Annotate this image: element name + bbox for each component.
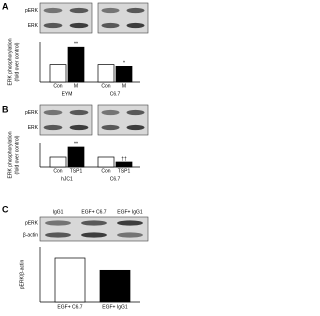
blot-row-label: β-actin: [23, 232, 38, 238]
annotation: *: [123, 61, 125, 67]
blot-band: [126, 22, 145, 29]
blot-band: [45, 232, 71, 238]
y-axis-label: ERK phosphorylation: [7, 38, 13, 85]
blot-band: [101, 109, 120, 116]
blot-band: [69, 22, 89, 29]
x-tick-label: TSP1: [70, 168, 83, 174]
blot-frame: [39, 104, 93, 136]
blot-band: [81, 220, 107, 226]
blot-band: [69, 124, 89, 131]
x-tick-label: M: [74, 83, 78, 89]
annotation: ††: [121, 156, 127, 162]
y-axis-label: ERK phosphorylation: [7, 131, 13, 178]
lane-label: EGF+ IgG1: [117, 209, 143, 215]
panel-label: B: [2, 104, 9, 114]
blot-frame: [97, 104, 149, 136]
blot-band: [101, 124, 120, 131]
blot-band: [126, 7, 145, 14]
bar: [49, 64, 67, 83]
bar: [54, 257, 86, 303]
bar: [115, 161, 133, 168]
x-tick-label: EGF+ IgG1: [102, 304, 128, 310]
annotation: **: [74, 42, 78, 48]
group-label: C6.7: [110, 91, 121, 97]
blot-band: [43, 22, 63, 29]
lane-label: IgG1: [53, 209, 64, 215]
x-tick-label: Con: [101, 168, 110, 174]
blot-band: [101, 7, 120, 14]
bar: [115, 65, 133, 83]
y-axis-label: (fold over control): [14, 42, 20, 81]
blot-band: [126, 124, 145, 131]
panel-label: A: [2, 1, 9, 11]
blot-row-label: pERK: [25, 8, 39, 14]
blot-row-label: ERK: [28, 125, 39, 131]
blot-band: [43, 124, 63, 131]
blot-band: [69, 7, 89, 14]
x-tick-label: Con: [53, 168, 62, 174]
group-label: EYM: [62, 91, 73, 97]
blot-band: [81, 232, 107, 238]
blot-band: [43, 109, 63, 116]
blot-row-label: ERK: [28, 23, 39, 29]
x-tick-label: M: [122, 83, 126, 89]
x-tick-label: TSP1: [118, 168, 131, 174]
blot-frame: [39, 2, 93, 34]
group-label: C6.7: [110, 176, 121, 182]
x-tick-label: EGF+ C6.7: [57, 304, 82, 310]
annotation: **: [74, 141, 78, 147]
blot-row-label: pERK: [25, 110, 39, 116]
panel-label: C: [2, 204, 9, 214]
blot-frame: [97, 2, 149, 34]
bar: [99, 269, 131, 303]
blot-band: [126, 109, 145, 116]
x-tick-label: Con: [53, 83, 62, 89]
blot-band: [43, 7, 63, 14]
blot-band: [45, 220, 71, 226]
blot-band: [117, 220, 143, 226]
group-label: hJC1: [61, 176, 73, 182]
blot-row-label: pERK: [25, 220, 39, 226]
y-axis-label: pERK/β-actin: [19, 260, 25, 290]
bar: [97, 156, 115, 168]
lane-label: EGF+ C6.7: [81, 209, 106, 215]
bar: [67, 46, 85, 83]
x-tick-label: Con: [101, 83, 110, 89]
y-axis-label: (fold over control): [14, 135, 20, 174]
bar: [67, 146, 85, 168]
bar: [97, 64, 115, 83]
blot-band: [69, 109, 89, 116]
bar: [49, 156, 67, 168]
blot-band: [117, 232, 143, 238]
blot-band: [101, 22, 120, 29]
